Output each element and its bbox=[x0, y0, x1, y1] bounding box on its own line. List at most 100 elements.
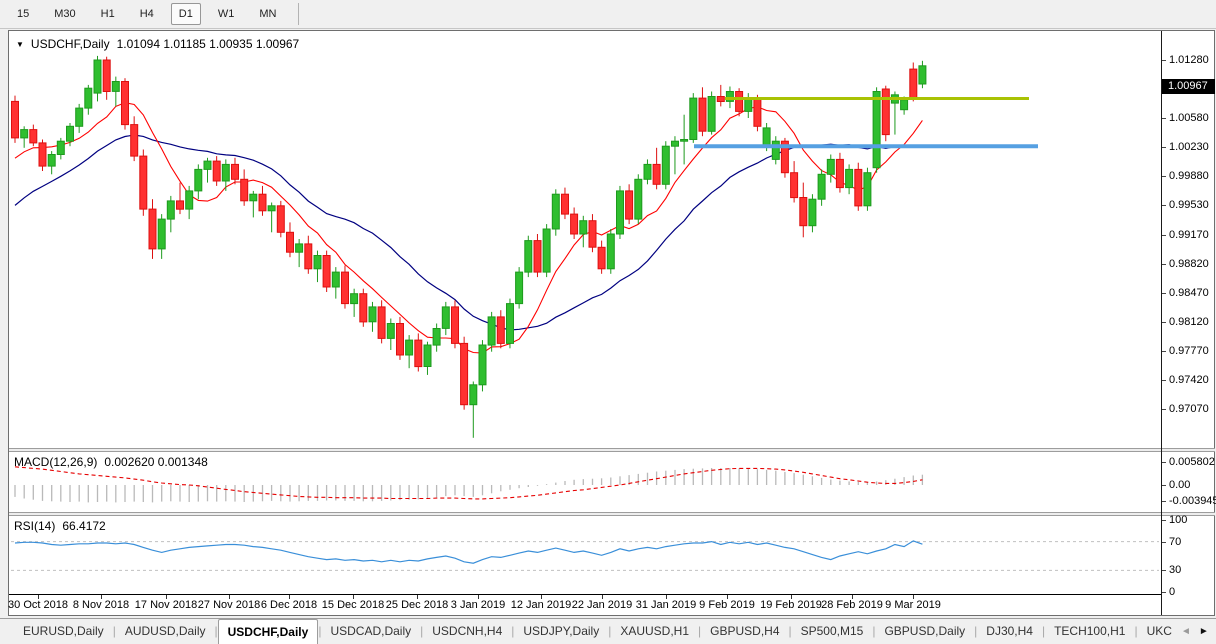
timeframe-button-15[interactable]: 15 bbox=[17, 8, 30, 20]
axis-tick bbox=[1162, 147, 1166, 148]
axis-tick bbox=[1162, 235, 1166, 236]
date-label: 3 Jan 2019 bbox=[450, 599, 506, 611]
date-label: 8 Nov 2018 bbox=[72, 599, 130, 611]
price-axis-label: 0.99170 bbox=[1169, 229, 1209, 241]
tab-separator: | bbox=[1041, 624, 1046, 638]
tab-sp500-m15[interactable]: SP500,M15 bbox=[800, 624, 864, 638]
timeframe-button-m30[interactable]: M30 bbox=[54, 8, 76, 20]
timeframe-button-h4[interactable]: H4 bbox=[139, 8, 154, 20]
date-tick bbox=[602, 595, 603, 599]
axis-tick bbox=[1162, 380, 1166, 381]
axis-tick bbox=[1162, 409, 1166, 410]
tab-usdcnh-h4[interactable]: USDCNH,H4 bbox=[432, 624, 503, 638]
tab-usdchf-daily[interactable]: USDCHF,Daily bbox=[217, 619, 319, 644]
pane-splitter-macd[interactable] bbox=[9, 448, 1161, 452]
tab-eurusd-daily[interactable]: EURUSD,Daily bbox=[23, 624, 104, 638]
date-label: 9 Mar 2019 bbox=[885, 599, 941, 611]
price-axis-label: 0.98120 bbox=[1169, 316, 1209, 328]
rsi-axis-label: 70 bbox=[1169, 536, 1182, 548]
tab-gbpusd-daily[interactable]: GBPUSD,Daily bbox=[884, 624, 966, 638]
price-axis-label: 0.98820 bbox=[1169, 258, 1209, 270]
date-tick bbox=[166, 595, 167, 599]
chart-ohlc-values: 1.01094 1.01185 1.00935 1.00967 bbox=[116, 37, 300, 51]
ma-fast-line bbox=[14, 102, 923, 354]
rsi-pane[interactable]: RSI(14) 66.4172 bbox=[9, 516, 1161, 594]
tab-tech100-h1[interactable]: TECH100,H1 bbox=[1054, 624, 1126, 638]
axis-tick bbox=[1162, 293, 1166, 294]
tab-scroll-right-icon[interactable]: ► bbox=[1198, 626, 1209, 637]
axis-tick bbox=[1162, 205, 1166, 206]
date-tick bbox=[791, 595, 792, 599]
date-label: 12 Jan 2019 bbox=[510, 599, 572, 611]
rsi-axis-label: 30 bbox=[1169, 564, 1182, 576]
macd-pane[interactable]: MACD(12,26,9) 0.002620 0.001348 bbox=[9, 452, 1161, 512]
current-price-badge: 1.00967 bbox=[1162, 79, 1215, 94]
axis-tick bbox=[1162, 542, 1166, 543]
macd-axis-label: -0.003945 bbox=[1169, 495, 1216, 507]
date-tick bbox=[289, 595, 290, 599]
price-axis-label: 0.98470 bbox=[1169, 287, 1209, 299]
tab-separator: | bbox=[788, 624, 792, 638]
tab-separator: | bbox=[872, 624, 876, 638]
timeframe-button-w1[interactable]: W1 bbox=[217, 8, 235, 20]
axis-splitter bbox=[1162, 448, 1215, 452]
price-pane[interactable]: ▼ USDCHF,Daily 1.01094 1.01185 1.00935 1… bbox=[9, 31, 1161, 448]
axis-tick bbox=[1162, 176, 1166, 177]
date-tick bbox=[478, 595, 479, 599]
price-axis-label: 1.00230 bbox=[1169, 141, 1209, 153]
timeframe-toolbar: 15 M30 H1 H4 D1 W1 MN bbox=[0, 0, 1216, 29]
date-label: 31 Jan 2019 bbox=[635, 599, 697, 611]
candlestick-chart[interactable] bbox=[9, 31, 1161, 448]
tab-separator: | bbox=[511, 624, 515, 638]
axis-tick bbox=[1162, 322, 1166, 323]
tab-dj30-h4[interactable]: DJ30,H4 bbox=[986, 624, 1033, 638]
price-axis-label: 0.97420 bbox=[1169, 374, 1209, 386]
chart-title: ▼ USDCHF,Daily 1.01094 1.01185 1.00935 1… bbox=[16, 37, 299, 51]
rsi-chart[interactable] bbox=[9, 516, 1161, 594]
axis-tick bbox=[1162, 264, 1166, 265]
timeframe-button-h1[interactable]: H1 bbox=[100, 8, 115, 20]
rsi-name: RSI(14) bbox=[14, 519, 56, 533]
chart-tabbar: EURUSD,Daily | AUDUSD,Daily | USDCHF,Daily | U… bbox=[0, 618, 1216, 644]
chart-window: ▼ USDCHF,Daily 1.01094 1.01185 1.00935 1… bbox=[8, 30, 1216, 616]
date-tick bbox=[229, 595, 230, 599]
date-label: 30 Oct 2018 bbox=[8, 599, 68, 611]
tab-xauusd-h1[interactable]: XAUUSD,H1 bbox=[620, 624, 690, 638]
tab-scroll-left-icon[interactable]: ◄ bbox=[1180, 626, 1191, 637]
macd-name: MACD(12,26,9) bbox=[14, 455, 98, 469]
price-axis-label: 0.97770 bbox=[1169, 345, 1209, 357]
date-label: 22 Jan 2019 bbox=[571, 599, 633, 611]
price-axis-column[interactable]: 1.012801.009301.005801.002300.998800.995… bbox=[1161, 31, 1216, 615]
date-tick bbox=[417, 595, 418, 599]
tab-ukc[interactable]: UKC bbox=[1146, 624, 1172, 638]
macd-chart[interactable] bbox=[9, 452, 1161, 512]
macd-values: 0.002620 0.001348 bbox=[104, 455, 208, 469]
tab-separator: | bbox=[974, 624, 978, 638]
axis-tick bbox=[1162, 462, 1166, 463]
chart-plot-column: ▼ USDCHF,Daily 1.01094 1.01185 1.00935 1… bbox=[8, 31, 1161, 615]
date-tick bbox=[541, 595, 542, 599]
price-axis-label: 0.99530 bbox=[1169, 199, 1209, 211]
pane-splitter-rsi[interactable] bbox=[9, 512, 1161, 516]
tab-audusd-daily[interactable]: AUDUSD,Daily bbox=[124, 624, 206, 638]
tab-usdcad-daily[interactable]: USDCAD,Daily bbox=[330, 624, 412, 638]
date-label: 9 Feb 2019 bbox=[699, 599, 755, 611]
chevron-down-icon[interactable]: ▼ bbox=[16, 39, 24, 49]
rsi-line bbox=[14, 540, 923, 564]
toolbar-divider bbox=[298, 3, 300, 25]
tab-separator: | bbox=[698, 624, 702, 638]
price-axis-label: 1.00580 bbox=[1169, 112, 1209, 124]
macd-axis-label: 0.005802 bbox=[1169, 456, 1215, 468]
macd-axis-label: 0.00 bbox=[1169, 479, 1191, 491]
tab-usdjpy-daily[interactable]: USDJPY,Daily bbox=[523, 624, 600, 638]
date-axis[interactable]: 30 Oct 2018 8 Nov 2018 17 Nov 2018 27 Nov 2… bbox=[8, 594, 1161, 615]
timeframe-button-mn[interactable]: MN bbox=[259, 8, 277, 20]
timeframe-button-d1[interactable]: D1 bbox=[170, 3, 201, 25]
date-label: 27 Nov 2018 bbox=[197, 599, 261, 611]
macd-label: MACD(12,26,9) 0.002620 0.001348 bbox=[14, 455, 208, 469]
tab-gbpusd-h4[interactable]: GBPUSD,H4 bbox=[710, 624, 780, 638]
price-axis-label: 0.99880 bbox=[1169, 170, 1209, 182]
axis-tick bbox=[1162, 60, 1166, 61]
timeframe-buttons: 15 M30 H1 H4 D1 W1 MN bbox=[0, 3, 284, 25]
